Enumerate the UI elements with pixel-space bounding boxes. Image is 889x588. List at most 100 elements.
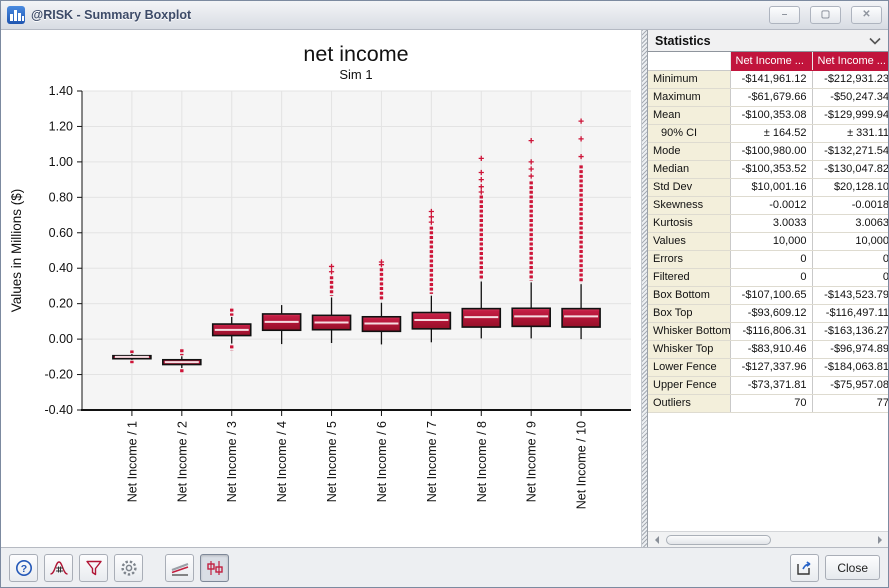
stats-row: Outliers 70 77 bbox=[648, 394, 888, 413]
stats-column-header-2[interactable]: Net Income ... bbox=[811, 52, 888, 71]
stat-value-1: -$141,961.12 bbox=[729, 70, 812, 89]
stat-value-2: 0 bbox=[811, 250, 888, 269]
statistics-table: Net Income ... Net Income ... Minimum -$141… bbox=[648, 52, 888, 413]
svg-text:0.00: 0.00 bbox=[49, 332, 73, 346]
svg-text:Net Income / 8: Net Income / 8 bbox=[475, 421, 489, 502]
stat-value-1: -$83,910.46 bbox=[729, 340, 812, 359]
stat-value-1: -$61,679.66 bbox=[729, 88, 812, 107]
statistics-panel-title: Statistics bbox=[655, 33, 711, 48]
filter-button[interactable] bbox=[79, 553, 108, 582]
stat-label: Outliers bbox=[648, 394, 730, 413]
boxplot-chart-panel: net income Sim 1 Values in Millions ($) -0.… bbox=[1, 30, 641, 547]
distribution-format-button[interactable] bbox=[44, 553, 73, 582]
stats-row: Lower Fence -$127,337.96 -$184,063.81 bbox=[648, 358, 888, 377]
svg-text:Net Income / 2: Net Income / 2 bbox=[175, 421, 189, 502]
stat-value-1: 0 bbox=[729, 268, 812, 287]
close-window-button[interactable]: ✕ bbox=[851, 6, 882, 24]
stat-value-1: ± 164.52 bbox=[729, 124, 812, 143]
trend-lines-icon bbox=[171, 562, 188, 576]
svg-text:-0.20: -0.20 bbox=[45, 368, 74, 382]
stat-value-2: ± 331.11 bbox=[811, 124, 888, 143]
stats-column-header-1[interactable]: Net Income ... bbox=[729, 52, 812, 71]
maximize-button[interactable]: ▢ bbox=[810, 6, 841, 24]
content-area: net income Sim 1 Values in Millions ($) -0.… bbox=[1, 30, 888, 547]
stat-value-2: -$143,523.79 bbox=[811, 286, 888, 305]
stat-value-2: -$50,247.34 bbox=[811, 88, 888, 107]
stats-row: Skewness -0.0012 -0.0018 bbox=[648, 196, 888, 215]
stat-value-1: -$93,609.12 bbox=[729, 304, 812, 323]
stat-value-2: 10,000 bbox=[811, 232, 888, 251]
stat-value-2: $20,128.10 bbox=[811, 178, 888, 197]
stats-row: Minimum -$141,961.12 -$212,931.23 bbox=[648, 70, 888, 89]
svg-text:0.60: 0.60 bbox=[49, 226, 73, 240]
stat-label: Box Top bbox=[648, 304, 730, 323]
stat-label: Maximum bbox=[648, 88, 730, 107]
stats-row: Box Bottom -$107,100.65 -$143,523.79 bbox=[648, 286, 888, 305]
window-title: @RISK - Summary Boxplot bbox=[31, 8, 192, 22]
stat-value-2: 0 bbox=[811, 268, 888, 287]
stat-value-2: -$75,957.08 bbox=[811, 376, 888, 395]
svg-text:?: ? bbox=[20, 563, 26, 575]
settings-button[interactable] bbox=[114, 553, 143, 582]
stats-row: Whisker Top -$83,910.46 -$96,974.89 bbox=[648, 340, 888, 359]
stat-label: Upper Fence bbox=[648, 376, 730, 395]
stat-value-1: 10,000 bbox=[729, 232, 812, 251]
help-button[interactable]: ? bbox=[9, 553, 38, 582]
stat-label: Whisker Top bbox=[648, 340, 730, 359]
svg-text:Net Income / 3: Net Income / 3 bbox=[225, 421, 239, 502]
panel-splitter[interactable] bbox=[641, 30, 648, 547]
minimize-button[interactable]: – bbox=[769, 6, 800, 24]
stats-row: 90% CI ± 164.52 ± 331.11 bbox=[648, 124, 888, 143]
scroll-right-arrow-icon[interactable] bbox=[872, 532, 888, 548]
gear-icon bbox=[120, 559, 137, 576]
stats-corner-cell bbox=[648, 52, 730, 71]
bell-curve-icon bbox=[49, 560, 68, 575]
stats-row: Std Dev $10,001.16 $20,128.10 bbox=[648, 178, 888, 197]
svg-text:Net Income / 6: Net Income / 6 bbox=[375, 421, 389, 502]
stats-row: Median -$100,353.52 -$130,047.82 bbox=[648, 160, 888, 179]
boxplot-icon bbox=[206, 560, 223, 575]
scrollbar-thumb[interactable] bbox=[666, 534, 771, 545]
stat-value-1: 3.0033 bbox=[729, 214, 812, 233]
stat-label: Whisker Bottom bbox=[648, 322, 730, 341]
chevron-down-icon[interactable] bbox=[869, 37, 881, 45]
stat-value-1: -0.0012 bbox=[729, 196, 812, 215]
stat-value-1: $10,001.16 bbox=[729, 178, 812, 197]
stat-label: Minimum bbox=[648, 70, 730, 89]
stats-row: Box Top -$93,609.12 -$116,497.11 bbox=[648, 304, 888, 323]
stat-value-1: -$116,806.31 bbox=[729, 322, 812, 341]
stat-label: 90% CI bbox=[648, 124, 730, 143]
stat-value-2: -$116,497.11 bbox=[811, 304, 888, 323]
close-button[interactable]: Close bbox=[825, 555, 880, 580]
stat-value-1: -$100,980.00 bbox=[729, 142, 812, 161]
svg-text:Net Income / 10: Net Income / 10 bbox=[575, 421, 589, 509]
stat-label: Values bbox=[648, 232, 730, 251]
svg-text:Net Income / 5: Net Income / 5 bbox=[325, 421, 339, 502]
export-icon bbox=[797, 560, 811, 575]
stat-value-1: 0 bbox=[729, 250, 812, 269]
summary-boxplot-button[interactable] bbox=[200, 553, 229, 582]
summary-trend-button[interactable] bbox=[165, 553, 194, 582]
stat-value-2: 77 bbox=[811, 394, 888, 413]
edit-export-button[interactable] bbox=[790, 553, 820, 582]
stat-label: Std Dev bbox=[648, 178, 730, 197]
stat-label: Kurtosis bbox=[648, 214, 730, 233]
scroll-left-arrow-icon[interactable] bbox=[648, 532, 664, 548]
stat-value-2: -$129,999.94 bbox=[811, 106, 888, 125]
stat-value-1: -$100,353.52 bbox=[729, 160, 812, 179]
stat-value-2: -$163,136.27 bbox=[811, 322, 888, 341]
stat-value-1: -$73,371.81 bbox=[729, 376, 812, 395]
stats-row: Filtered00 bbox=[648, 268, 888, 287]
stat-value-1: -$107,100.65 bbox=[729, 286, 812, 305]
horizontal-scrollbar[interactable] bbox=[648, 531, 888, 547]
stat-value-2: -$130,047.82 bbox=[811, 160, 888, 179]
stat-value-2: -$184,063.81 bbox=[811, 358, 888, 377]
svg-text:Net Income / 9: Net Income / 9 bbox=[525, 421, 539, 502]
svg-text:Sim 1: Sim 1 bbox=[339, 67, 372, 82]
scrollbar-track[interactable] bbox=[664, 532, 872, 548]
stat-label: Skewness bbox=[648, 196, 730, 215]
svg-text:1.20: 1.20 bbox=[49, 119, 73, 133]
statistics-panel-header[interactable]: Statistics bbox=[648, 30, 888, 52]
stat-value-2: -$96,974.89 bbox=[811, 340, 888, 359]
